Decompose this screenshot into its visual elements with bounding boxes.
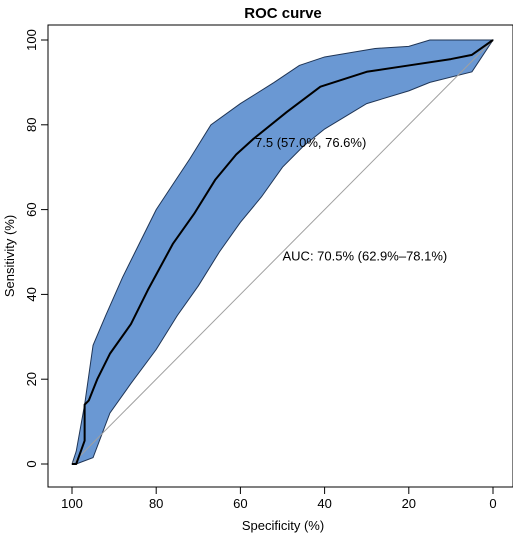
plot-area [71, 39, 494, 465]
y-tick-label: 100 [24, 29, 39, 51]
x-tick-label: 100 [61, 496, 83, 511]
y-tick-label: 20 [24, 372, 39, 386]
threshold-annotation: 7.5 (57.0%, 76.6%) [255, 135, 366, 150]
confidence-band [71, 39, 494, 465]
y-tick-label: 0 [24, 460, 39, 467]
chart-title: ROC curve [244, 5, 322, 22]
x-axis: 100 80 60 40 20 0 [61, 487, 497, 511]
roc-curve-line [72, 39, 494, 465]
y-axis: 0 20 40 60 80 100 [24, 29, 48, 468]
y-axis-label: Sensitivity (%) [2, 215, 17, 297]
y-tick-label: 60 [24, 202, 39, 216]
x-tick-label: 40 [317, 496, 331, 511]
x-axis-label: Specificity (%) [242, 518, 324, 533]
x-tick-label: 80 [149, 496, 163, 511]
diagonal-reference-line [71, 39, 494, 465]
x-tick-label: 60 [233, 496, 247, 511]
plot-frame [47, 24, 513, 488]
y-tick-label: 80 [24, 118, 39, 132]
x-tick-label: 20 [402, 496, 416, 511]
x-tick-label: 0 [489, 496, 496, 511]
y-tick-label: 40 [24, 287, 39, 301]
auc-annotation: AUC: 70.5% (62.9%–78.1%) [283, 248, 448, 263]
